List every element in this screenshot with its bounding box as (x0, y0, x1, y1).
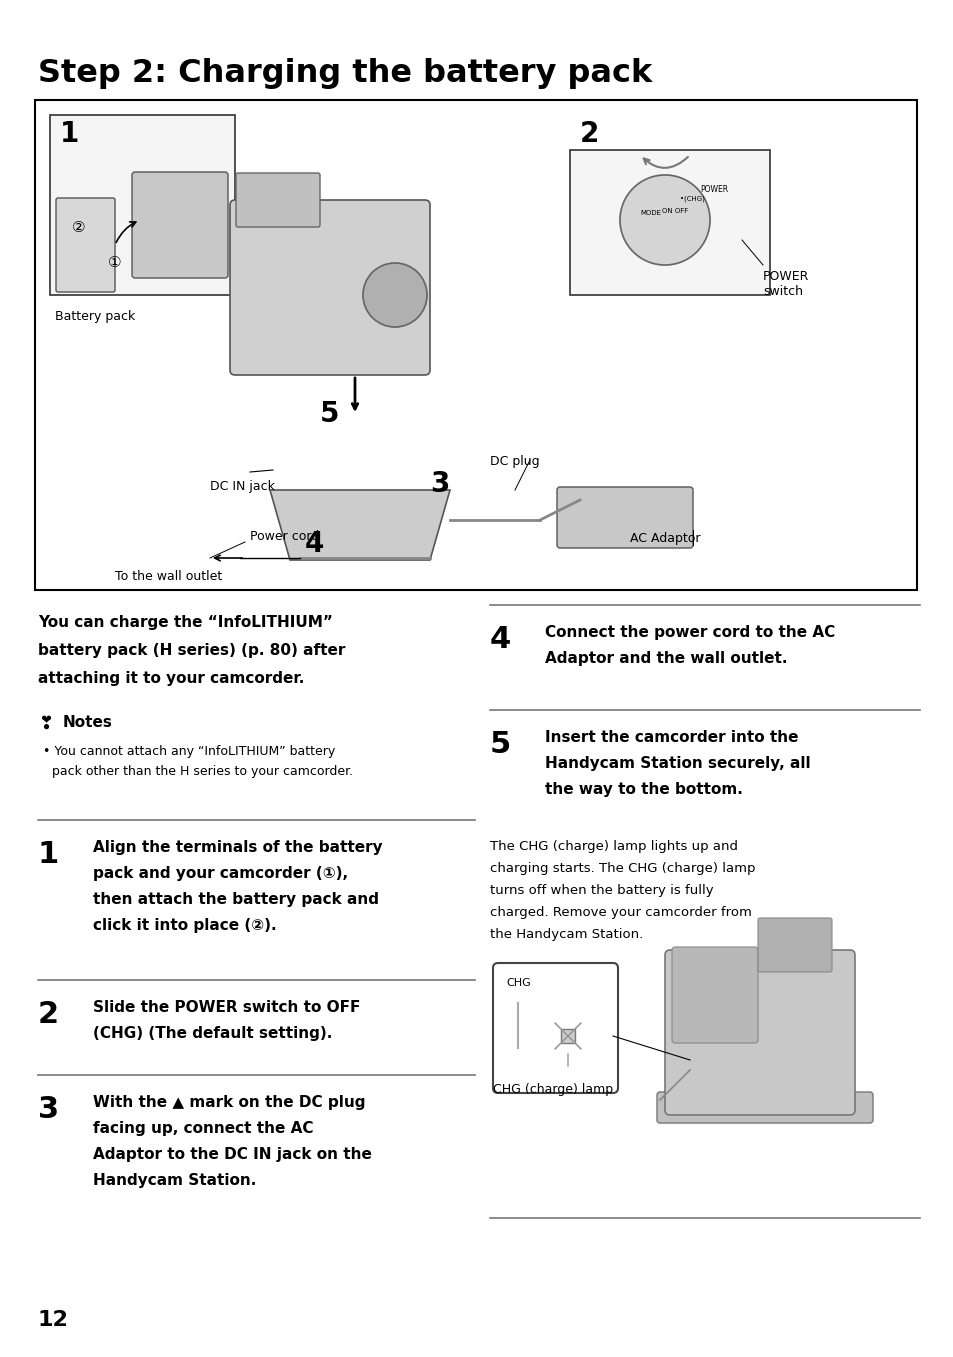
FancyBboxPatch shape (664, 950, 854, 1115)
Text: • You cannot attach any “InfoLITHIUM” battery: • You cannot attach any “InfoLITHIUM” ba… (43, 745, 335, 759)
Text: DC plug: DC plug (490, 455, 539, 468)
FancyBboxPatch shape (657, 1092, 872, 1124)
Text: DC IN jack: DC IN jack (210, 480, 274, 493)
Circle shape (619, 175, 709, 265)
Text: CHG (charge) lamp: CHG (charge) lamp (493, 1083, 613, 1096)
FancyBboxPatch shape (235, 172, 319, 227)
Text: charging starts. The CHG (charge) lamp: charging starts. The CHG (charge) lamp (490, 862, 755, 875)
Text: Slide the POWER switch to OFF: Slide the POWER switch to OFF (92, 1000, 360, 1015)
Text: then attach the battery pack and: then attach the battery pack and (92, 892, 378, 906)
Text: POWER: POWER (700, 185, 727, 194)
Text: the Handycam Station.: the Handycam Station. (490, 928, 642, 940)
Text: Insert the camcorder into the: Insert the camcorder into the (544, 730, 798, 745)
Bar (569, 151, 769, 294)
Text: 5: 5 (319, 400, 339, 427)
Text: 3: 3 (430, 470, 449, 498)
Text: charged. Remove your camcorder from: charged. Remove your camcorder from (490, 906, 751, 919)
Text: Handycam Station securely, all: Handycam Station securely, all (544, 756, 810, 771)
Text: Connect the power cord to the AC: Connect the power cord to the AC (544, 626, 835, 641)
Text: 2: 2 (579, 119, 598, 148)
Circle shape (363, 263, 427, 327)
FancyBboxPatch shape (557, 487, 692, 548)
Text: ①: ① (108, 255, 121, 270)
Text: To the wall outlet: To the wall outlet (115, 570, 222, 584)
Text: ❣: ❣ (38, 715, 53, 733)
Text: Adaptor to the DC IN jack on the: Adaptor to the DC IN jack on the (92, 1147, 372, 1162)
Text: ②: ② (71, 220, 86, 235)
Text: CHG: CHG (505, 978, 530, 988)
Text: 1: 1 (60, 119, 79, 148)
Text: battery pack (H series) (p. 80) after: battery pack (H series) (p. 80) after (38, 643, 345, 658)
Text: AC Adaptor: AC Adaptor (629, 532, 700, 546)
Text: Handycam Station.: Handycam Station. (92, 1172, 256, 1187)
FancyBboxPatch shape (132, 172, 228, 278)
Text: click it into place (②).: click it into place (②). (92, 917, 276, 934)
Text: ON OFF: ON OFF (661, 208, 687, 214)
Text: 4: 4 (490, 626, 511, 654)
Text: The CHG (charge) lamp lights up and: The CHG (charge) lamp lights up and (490, 840, 738, 854)
Text: 4: 4 (305, 531, 324, 558)
Text: 1: 1 (38, 840, 59, 868)
Text: 3: 3 (38, 1095, 59, 1124)
Text: •(CHG): •(CHG) (679, 195, 704, 201)
FancyBboxPatch shape (758, 917, 831, 972)
FancyBboxPatch shape (230, 199, 430, 375)
Bar (50, 115, 234, 294)
Polygon shape (270, 490, 450, 560)
Text: Battery pack: Battery pack (55, 309, 135, 323)
Text: You can charge the “InfoLITHIUM”: You can charge the “InfoLITHIUM” (38, 615, 333, 630)
Text: pack and your camcorder (①),: pack and your camcorder (①), (92, 866, 348, 881)
Text: Step 2: Charging the battery pack: Step 2: Charging the battery pack (38, 58, 652, 90)
Text: (CHG) (The default setting).: (CHG) (The default setting). (92, 1026, 332, 1041)
Text: pack other than the H series to your camcorder.: pack other than the H series to your cam… (52, 765, 353, 778)
FancyBboxPatch shape (671, 947, 758, 1044)
Text: 2: 2 (38, 1000, 59, 1029)
Text: Notes: Notes (63, 715, 112, 730)
FancyBboxPatch shape (493, 963, 618, 1092)
Text: 5: 5 (490, 730, 511, 759)
Text: Align the terminals of the battery: Align the terminals of the battery (92, 840, 382, 855)
Text: 12: 12 (38, 1310, 69, 1330)
Text: Power cord: Power cord (250, 531, 319, 543)
Text: Adaptor and the wall outlet.: Adaptor and the wall outlet. (544, 651, 786, 666)
Text: With the ▲ mark on the DC plug: With the ▲ mark on the DC plug (92, 1095, 365, 1110)
FancyBboxPatch shape (56, 198, 115, 292)
Text: the way to the bottom.: the way to the bottom. (544, 782, 742, 797)
Text: facing up, connect the AC: facing up, connect the AC (92, 1121, 314, 1136)
Text: switch: switch (762, 285, 802, 299)
Bar (35, 100, 916, 590)
Text: attaching it to your camcorder.: attaching it to your camcorder. (38, 670, 304, 687)
Bar (560, 1029, 575, 1044)
Text: POWER: POWER (762, 270, 808, 284)
Text: MODE: MODE (639, 210, 660, 216)
Text: turns off when the battery is fully: turns off when the battery is fully (490, 883, 713, 897)
